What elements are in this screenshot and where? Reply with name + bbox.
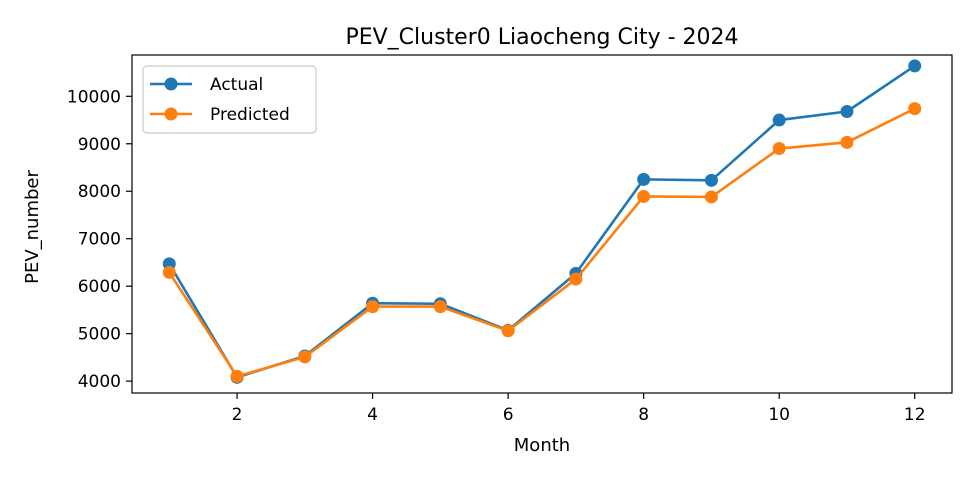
series-1-group — [162, 102, 922, 383]
y-tick-label-5: 9000 — [78, 135, 121, 155]
data-point-1-1 — [230, 369, 244, 383]
data-point-1-10 — [840, 135, 854, 149]
data-point-0-11 — [908, 59, 922, 73]
y-tick-label-3: 7000 — [78, 230, 121, 250]
data-point-1-0 — [162, 265, 176, 279]
data-point-0-7 — [637, 172, 651, 186]
data-point-1-3 — [366, 300, 380, 314]
legend: Actual Predicted — [142, 65, 317, 134]
plot-area: 2 4 6 8 10 12 4000 5000 6000 7000 8000 9000 10000 Act… — [67, 54, 953, 425]
x-tick-label-2: 6 — [503, 405, 514, 425]
x-tick-label-1: 4 — [367, 405, 378, 425]
x-tick-label-5: 12 — [904, 405, 926, 425]
data-point-0-8 — [704, 173, 718, 187]
data-point-1-6 — [569, 272, 583, 286]
legend-marker-0 — [164, 77, 178, 91]
data-point-1-11 — [908, 102, 922, 116]
y-axis-label: PEV_number — [22, 170, 43, 284]
series-line-1 — [168, 107, 916, 378]
x-tick-label-0: 2 — [232, 405, 243, 425]
data-point-1-9 — [772, 142, 786, 156]
y-tick-label-0: 4000 — [78, 372, 121, 392]
data-point-1-4 — [433, 300, 447, 314]
legend-label-0: Actual — [210, 75, 263, 95]
chart-title: PEV_Cluster0 Liaocheng City - 2024 — [345, 25, 738, 50]
data-point-1-8 — [704, 190, 718, 204]
x-axis-label: Month — [514, 435, 570, 456]
data-point-1-2 — [298, 350, 312, 364]
axes-frame — [131, 54, 953, 394]
data-point-0-9 — [772, 113, 786, 127]
y-tick-label-2: 6000 — [78, 277, 121, 297]
x-tick-label-3: 8 — [638, 405, 649, 425]
x-tick-label-4: 10 — [768, 405, 790, 425]
legend-marker-1 — [164, 107, 178, 121]
data-point-0-10 — [840, 104, 854, 118]
y-tick-label-6: 10000 — [67, 87, 121, 107]
y-tick-label-1: 5000 — [78, 325, 121, 345]
legend-label-1: Predicted — [210, 105, 290, 125]
data-point-1-7 — [637, 189, 651, 203]
data-point-1-5 — [501, 324, 515, 338]
y-tick-label-4: 8000 — [78, 182, 121, 202]
